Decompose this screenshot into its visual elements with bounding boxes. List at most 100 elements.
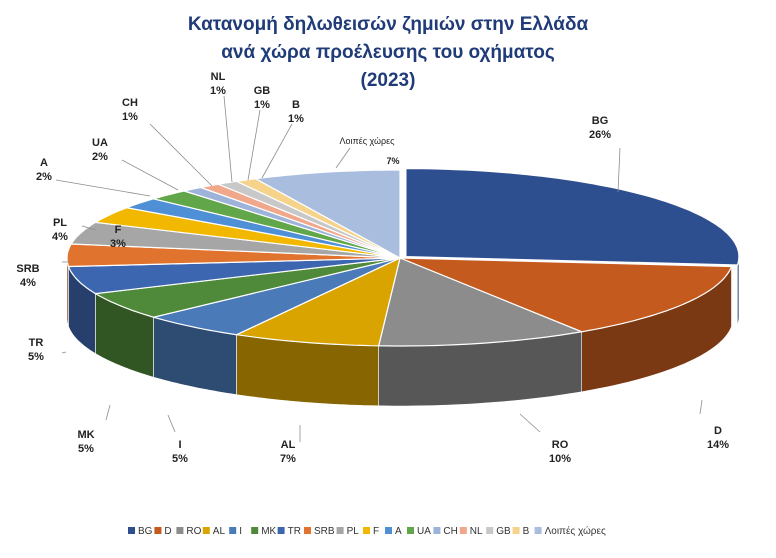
label-leader-line (519, 413, 541, 433)
data-label-value: 14% (707, 439, 729, 451)
legend-swatch (251, 527, 259, 534)
pie-slice (377, 257, 584, 347)
data-label-value: 1% (122, 111, 138, 123)
pie-sides (66, 256, 740, 407)
pie-slice (234, 256, 401, 347)
data-label-category: BG (592, 115, 609, 127)
legend-swatch (407, 527, 414, 534)
legend-swatch (128, 527, 135, 534)
legend-label: I (239, 526, 242, 537)
data-label-category: D (714, 425, 722, 437)
data-label-category: Λοιπές χώρες (339, 136, 395, 146)
legend-label: PL (347, 526, 360, 537)
data-label-value: 3% (110, 238, 126, 250)
label-leader-line (105, 404, 111, 421)
pie-slice (67, 257, 401, 295)
label-leader-line (55, 179, 151, 197)
pie-slice (405, 168, 740, 266)
label-leader-line (247, 109, 261, 181)
data-label-category: I (178, 439, 181, 451)
data-label-value: 2% (92, 151, 108, 163)
chart-title-line: Κατανομή δηλωθεισών ζημιών στην Ελλάδα (188, 14, 589, 35)
pie-tops (66, 168, 740, 347)
data-labels: BG 26% D 14% RO 10% AL 7% I 5% MK 5% TR 5% SRB 4% PL 4% F 3… (16, 71, 729, 465)
legend: BG D RO AL I MK TR SRB PL F A UA CH NL GB B Λοιπές χώρες (128, 525, 606, 537)
legend-label: CH (443, 526, 457, 537)
legend-label: AL (213, 526, 226, 537)
legend-swatch (512, 527, 520, 534)
legend-label: Λοιπές χώρες (545, 525, 606, 537)
legend-label: NL (470, 526, 483, 537)
data-label-value: 1% (210, 85, 226, 97)
data-label-value: 26% (589, 129, 611, 141)
legend-label: GB (496, 526, 511, 537)
data-label-value: 1% (254, 99, 270, 111)
label-leader-line (167, 414, 176, 433)
data-label-category: RO (552, 439, 569, 451)
data-label-category: F (115, 224, 122, 236)
legend-swatch (304, 527, 311, 534)
data-label-value: 4% (52, 231, 68, 243)
data-label-value: 5% (172, 453, 188, 465)
legend-label: UA (417, 526, 431, 537)
data-label-category: SRB (16, 263, 39, 275)
legend-label: TR (288, 526, 301, 537)
pie-slice (124, 198, 401, 259)
label-leader-line (261, 123, 293, 179)
data-label-category: B (292, 99, 300, 111)
chart-title-line: ανά χώρα προέλευσης του οχήματος (221, 42, 555, 63)
data-label-value: 4% (20, 277, 36, 289)
legend-swatch (336, 527, 344, 534)
legend-label: BG (138, 526, 153, 537)
data-label-value: 1% (288, 113, 304, 125)
legend-label: B (523, 526, 530, 537)
label-leader-line (699, 399, 703, 415)
data-label-category: TR (29, 337, 44, 349)
data-label-value: 5% (28, 351, 44, 363)
data-label-category: NL (211, 71, 226, 83)
pie-slice (153, 190, 401, 259)
legend-swatch (277, 527, 285, 534)
legend-label: A (395, 526, 402, 537)
label-leaders (55, 95, 703, 442)
pie-slice (70, 221, 401, 259)
legend-swatch (385, 527, 392, 534)
legend-swatch (154, 527, 162, 534)
pie-slice (253, 169, 401, 260)
pie-slice (234, 178, 401, 259)
pie-slice (399, 257, 733, 333)
data-label-value: 5% (78, 443, 94, 455)
data-label-category: AL (281, 439, 296, 451)
legend-label: MK (261, 526, 276, 537)
label-leader-line (223, 95, 233, 183)
label-leader-line (335, 147, 351, 169)
label-leader-line (121, 159, 179, 191)
legend-swatch (176, 527, 184, 534)
label-leader-line (149, 123, 213, 187)
legend-swatch (202, 527, 210, 534)
label-leader-line (61, 351, 67, 354)
legend-label: D (164, 526, 171, 537)
data-label-category: A (40, 157, 48, 169)
legend-label: SRB (314, 526, 335, 537)
legend-swatch (363, 527, 370, 534)
pie-slice-side (737, 256, 740, 326)
data-label-category: UA (92, 137, 108, 149)
legend-swatch (433, 527, 441, 534)
pie-slice (93, 207, 401, 259)
legend-label: F (373, 526, 379, 537)
legend-swatch (486, 527, 494, 534)
label-leader-line (81, 225, 97, 231)
data-label-category: CH (122, 97, 138, 109)
legend-swatch (459, 527, 467, 534)
data-label-category: MK (77, 429, 94, 441)
data-label-category: PL (53, 217, 67, 229)
label-leader-line (617, 147, 621, 193)
chart-title-line: (2023) (361, 70, 416, 91)
data-label-value: 2% (36, 171, 52, 183)
legend-swatch (229, 527, 237, 534)
chart-title: Κατανομή δηλωθεισών ζημιών στην Ελλάδα αν… (188, 14, 589, 91)
data-label-value: 7% (280, 453, 296, 465)
legend-label: RO (186, 526, 201, 537)
